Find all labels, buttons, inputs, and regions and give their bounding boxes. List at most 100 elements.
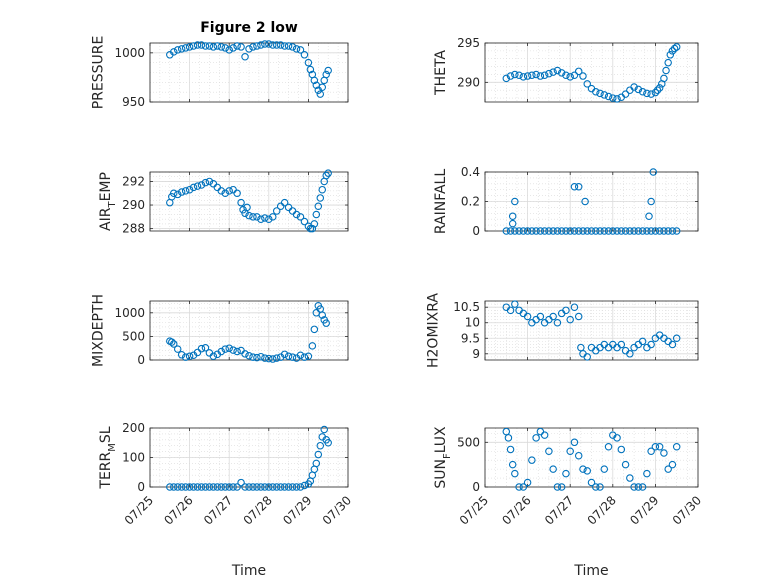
data-point [322,171,330,180]
data-point [604,92,613,101]
y-tick-label: 0 [137,353,145,367]
data-point [583,227,591,235]
data-point [201,42,210,50]
data-point [253,483,261,491]
data-point [511,300,519,308]
data-point [549,227,557,235]
data-point [630,83,638,91]
data-point [643,89,651,98]
subplot-5: 0 500 1000 MIXDEPTH [90,294,349,367]
subplot-8: 07/25 07/26 07/27 07/28 07/29 07/30 0 500 SUNFLU… [433,426,704,579]
data-point [621,90,630,98]
data-point [269,213,277,221]
data-point [265,483,273,491]
data-point [664,465,672,473]
subplot-4: 0 0.2 0.4 RAINFALL [433,165,699,238]
data-point [630,227,638,235]
data-point [304,58,313,67]
data-point [261,483,269,491]
x-tick-label: 07/30 [320,493,354,527]
data-point [634,227,643,235]
data-point [205,483,214,491]
y-tick-label: 290 [457,75,480,89]
data-point [292,210,301,219]
data-point [502,74,511,83]
data-point [269,41,277,49]
data-point [506,72,515,80]
data-point [519,73,528,81]
axes-frame [484,42,699,103]
data-point [177,45,186,53]
y-tick-label: 10 [465,316,480,330]
data-point [626,474,634,482]
data-point [562,227,570,235]
data-point [528,227,536,235]
data-point [193,483,202,491]
data-point [177,188,186,196]
data-point [221,44,229,52]
data-point [545,227,553,235]
data-point [221,483,229,491]
data-point [649,168,658,176]
data-point [280,350,289,359]
axes-frame [484,300,699,361]
data-point [237,198,245,207]
data-point [233,483,241,491]
y-tick-label: 9 [472,347,480,361]
data-point [322,319,330,327]
data-point [655,227,664,235]
y-tick-label: 950 [122,95,145,109]
data-point [324,66,332,75]
data-point [221,189,229,197]
y-axis-label: PRESSURE [90,36,106,110]
subplot-7: 07/25 07/26 07/27 07/28 07/29 07/30 0 100 200 TER… [98,421,354,579]
data-point [292,45,301,53]
y-tick-label: 500 [457,435,480,449]
data-point [197,483,206,491]
data-point [300,51,309,59]
data-point [653,86,662,94]
data-point [316,441,325,450]
data-point [574,312,583,321]
data-point [253,353,261,362]
data-point [596,227,604,235]
data-point [241,483,249,491]
data-point [574,67,583,76]
axes-background [485,428,698,487]
data-point [504,434,513,442]
data-point [304,352,313,360]
data-point [306,65,315,74]
data-point [570,303,579,311]
data-point [225,344,233,352]
data-point [545,447,553,455]
data-point [508,212,517,221]
data-point [284,42,293,50]
data-point [508,219,517,228]
data-point [173,190,182,199]
data-point [310,76,319,85]
y-axis-label: THETA [433,50,449,96]
data-point [566,73,574,81]
data-point [312,459,321,468]
data-point [638,483,647,491]
y-tick-label: 292 [122,174,145,188]
y-tick-label: 295 [457,36,480,50]
data-point [261,40,269,48]
data-point [592,483,600,491]
data-point [314,450,323,459]
data-point [300,217,309,226]
data-point [638,227,647,235]
data-point [668,460,677,469]
data-point [310,220,319,228]
data-point [269,355,277,363]
data-point [647,340,655,349]
data-point [523,312,532,321]
x-tick-label: 07/28 [585,493,619,527]
data-point [272,207,281,215]
data-point [536,312,545,321]
data-point [519,227,528,235]
data-point [549,312,557,321]
data-point [201,483,210,491]
data-point [666,51,675,59]
